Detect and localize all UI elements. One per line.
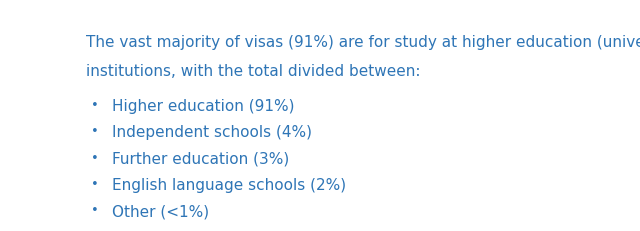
Text: •: • xyxy=(91,125,99,138)
Text: Independent schools (4%): Independent schools (4%) xyxy=(112,125,312,140)
Text: •: • xyxy=(91,204,99,217)
Text: •: • xyxy=(91,99,99,112)
Text: Higher education (91%): Higher education (91%) xyxy=(112,99,295,114)
Text: The vast majority of visas (91%) are for study at higher education (university): The vast majority of visas (91%) are for… xyxy=(86,35,640,50)
Text: institutions, with the total divided between:: institutions, with the total divided bet… xyxy=(86,64,420,79)
Text: English language schools (2%): English language schools (2%) xyxy=(112,178,346,193)
Text: Further education (3%): Further education (3%) xyxy=(112,152,289,167)
Text: Other (<1%): Other (<1%) xyxy=(112,204,209,219)
Text: •: • xyxy=(91,178,99,191)
Text: •: • xyxy=(91,152,99,164)
